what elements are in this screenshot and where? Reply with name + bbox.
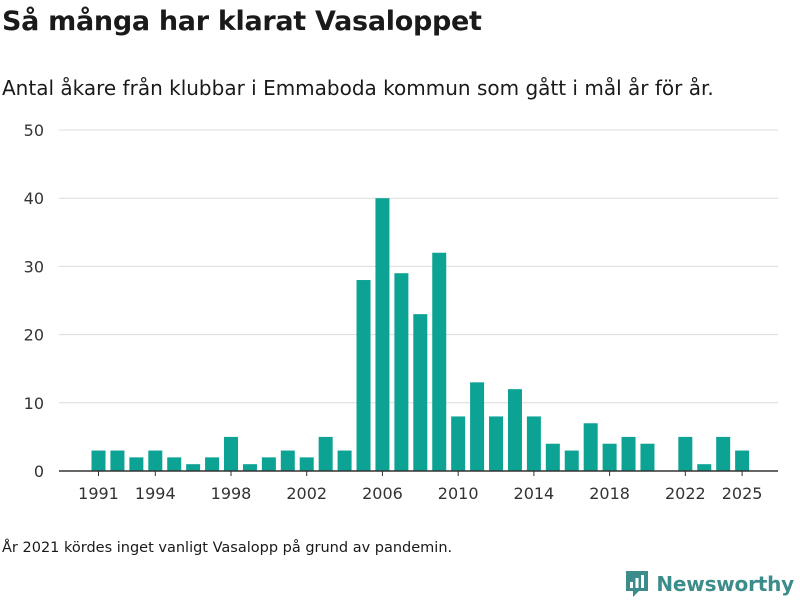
x-tick-label-2010: 2010	[438, 484, 479, 503]
bar-2015	[545, 443, 560, 471]
bar-2005	[356, 280, 371, 471]
bar-1999	[242, 464, 257, 471]
bar-1994	[148, 450, 163, 471]
bar-2004	[337, 450, 352, 471]
bar-1991	[91, 450, 106, 471]
bar-2000	[261, 457, 276, 471]
x-tick-label-2018: 2018	[589, 484, 630, 503]
bar-2011	[470, 382, 485, 471]
bar-2016	[564, 450, 579, 471]
bar-2001	[280, 450, 295, 471]
y-tick-label-50: 50	[24, 121, 44, 140]
bar-2006	[375, 198, 390, 471]
bar-2017	[583, 423, 598, 471]
brand-name: Newsworthy	[656, 572, 794, 596]
bar-1997	[205, 457, 220, 471]
bar-2020	[640, 443, 655, 471]
chart-title: Så många har klarat Vasaloppet	[2, 6, 482, 37]
x-tick-label-2025: 2025	[722, 484, 763, 503]
bar-2025	[735, 450, 750, 471]
bar-2008	[413, 314, 428, 471]
bar-2023	[697, 464, 712, 471]
y-tick-label-0: 0	[34, 462, 44, 481]
footnote: År 2021 kördes inget vanligt Vasalopp på…	[2, 540, 453, 556]
bar-1992	[110, 450, 125, 471]
y-tick-label-30: 30	[24, 257, 44, 276]
bar-2024	[716, 436, 731, 471]
bar-2012	[489, 416, 504, 471]
x-tick-label-1998: 1998	[211, 484, 252, 503]
bar-2002	[299, 457, 314, 471]
bar-2019	[621, 436, 636, 471]
bar-1998	[224, 436, 239, 471]
bar-2010	[451, 416, 466, 471]
x-tick-label-1991: 1991	[78, 484, 119, 503]
bar-1993	[129, 457, 144, 471]
bar-2022	[678, 436, 693, 471]
bar-2013	[507, 389, 522, 471]
bar-2009	[432, 252, 447, 471]
bar-1995	[167, 457, 182, 471]
x-tick-label-2002: 2002	[286, 484, 327, 503]
bar-chart: 0 10 20 30 40 50 1991 1994 1998 2002 2006 2010 2014 2…	[24, 121, 778, 503]
x-tick-label-2014: 2014	[514, 484, 555, 503]
bar-2007	[394, 273, 409, 471]
y-tick-label-20: 20	[24, 326, 44, 345]
brand-logo: Newsworthy	[624, 569, 794, 599]
bar-1996	[186, 464, 201, 471]
chart-subtitle: Antal åkare från klubbar i Emmaboda komm…	[2, 76, 714, 100]
bar-2018	[602, 443, 617, 471]
bar-2003	[318, 436, 333, 471]
x-tick-label-1994: 1994	[135, 484, 176, 503]
x-tick-label-2006: 2006	[362, 484, 403, 503]
y-tick-label-10: 10	[24, 394, 44, 413]
x-tick-label-2022: 2022	[665, 484, 706, 503]
newsworthy-logo-icon	[626, 571, 649, 597]
bar-2014	[526, 416, 541, 471]
y-tick-label-40: 40	[24, 189, 44, 208]
